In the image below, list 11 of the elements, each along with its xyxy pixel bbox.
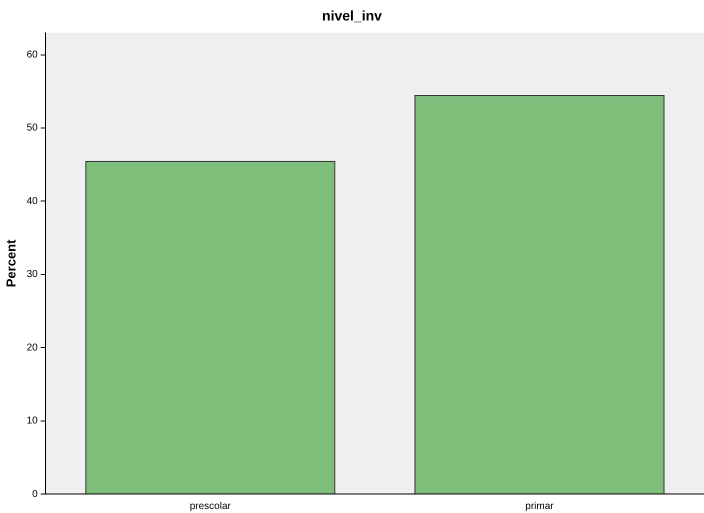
y-tick-label: 0	[32, 488, 38, 500]
y-axis-title: Percent	[3, 238, 18, 288]
y-tick-label: 20	[26, 342, 38, 354]
x-tick-label: primar	[525, 500, 554, 512]
y-tick-label: 40	[26, 196, 38, 207]
y-tick-label: 30	[26, 269, 38, 280]
y-tick-label: 50	[26, 122, 38, 134]
x-tick-label: prescolar	[190, 500, 232, 512]
y-tick-label: 10	[26, 416, 38, 427]
y-tick-label: 60	[26, 50, 38, 61]
chart-title: nivel_inv	[322, 7, 382, 24]
